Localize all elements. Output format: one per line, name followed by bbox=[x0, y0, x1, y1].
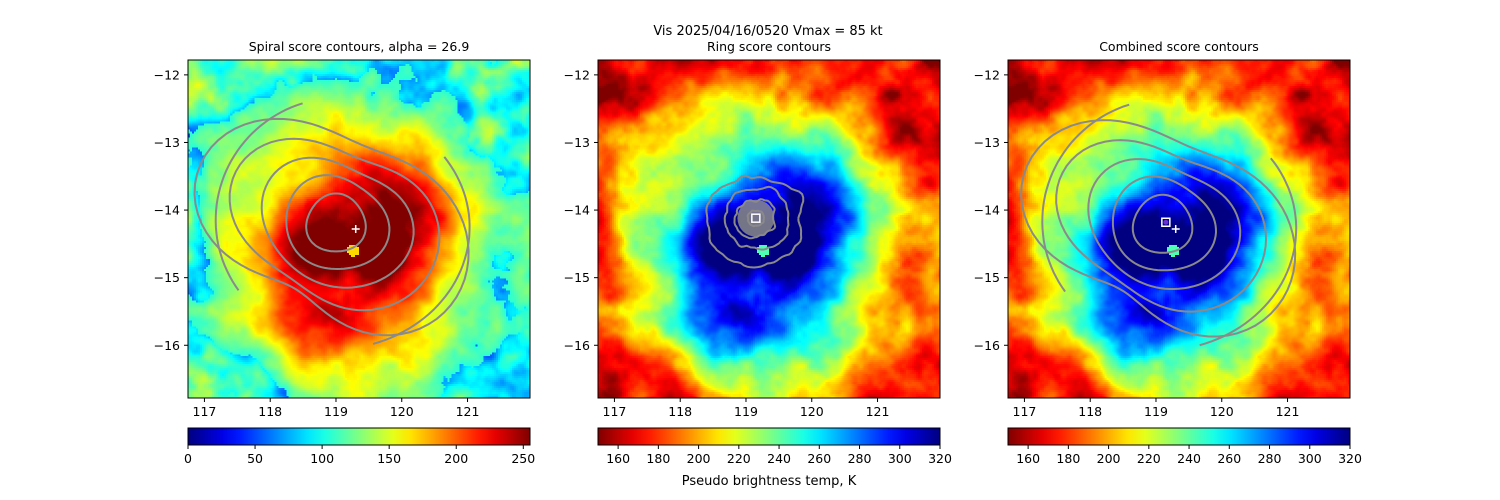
y-tick-label: −14 bbox=[974, 203, 1000, 218]
x-tick-label: 121 bbox=[1276, 404, 1300, 419]
center-marker-square bbox=[1161, 217, 1171, 227]
y-tick-label: −13 bbox=[154, 135, 180, 150]
colorbar-tick-label: 320 bbox=[928, 451, 952, 466]
x-tick-label: 120 bbox=[800, 404, 824, 419]
colorbar-tick-label: 260 bbox=[1217, 451, 1241, 466]
center-marker-plus bbox=[351, 225, 360, 233]
center-marker-square bbox=[751, 213, 761, 223]
panel-title: Combined score contours bbox=[1099, 39, 1259, 54]
colorbar-tick-label: 260 bbox=[807, 451, 831, 466]
x-tick-label: 118 bbox=[258, 404, 282, 419]
colorbar-tick-label: 50 bbox=[247, 451, 263, 466]
colorbar-label: Pseudo brightness temp, K bbox=[682, 474, 857, 489]
contour-line bbox=[260, 156, 415, 289]
x-tick-label: 119 bbox=[324, 404, 348, 419]
contour-line bbox=[1020, 119, 1297, 338]
spiral-arm-contour bbox=[1199, 157, 1298, 347]
contour-line bbox=[285, 174, 391, 271]
colorbar bbox=[1007, 427, 1351, 446]
y-tick-label: −14 bbox=[564, 203, 590, 218]
y-tick-label: −12 bbox=[154, 67, 180, 82]
colorbar-tick-label: 300 bbox=[1298, 451, 1322, 466]
contour-line bbox=[705, 174, 805, 269]
colorbar-tick-label: 160 bbox=[606, 451, 630, 466]
contour-line bbox=[1131, 193, 1194, 254]
panel-2: Ring score contours 117 118 119 120 121 −12 −13… bbox=[564, 39, 952, 466]
y-tick-label: −15 bbox=[564, 270, 590, 285]
y-tick-label: −15 bbox=[974, 270, 1000, 285]
axes-frame bbox=[597, 59, 941, 399]
axes-frame bbox=[187, 59, 531, 399]
y-tick-label: −13 bbox=[564, 135, 590, 150]
colorbar-tick-label: 180 bbox=[646, 451, 670, 466]
center-marker-circle bbox=[1163, 219, 1169, 225]
y-tick-label: −14 bbox=[154, 203, 180, 218]
x-tick-label: 119 bbox=[1144, 404, 1168, 419]
panel-title: Ring score contours bbox=[707, 39, 831, 54]
figure-suptitle: Vis 2025/04/16/0520 Vmax = 85 kt bbox=[653, 24, 882, 39]
contour-group bbox=[705, 174, 805, 269]
y-tick-label: −16 bbox=[974, 338, 1000, 353]
contour-line bbox=[723, 185, 790, 251]
colorbar-tick-label: 200 bbox=[444, 451, 468, 466]
x-tick-label: 121 bbox=[866, 404, 890, 419]
spiral-arm-contour bbox=[214, 102, 303, 291]
panels: Spiral score contours, alpha = 26.9 117 11… bbox=[154, 39, 1362, 466]
colorbar-tick-label: 100 bbox=[310, 451, 334, 466]
contour-line bbox=[1055, 139, 1268, 313]
colorbar-tick-label: 320 bbox=[1338, 451, 1362, 466]
y-tick-label: −12 bbox=[974, 67, 1000, 82]
x-tick-label: 117 bbox=[603, 404, 627, 419]
contour-line bbox=[1111, 175, 1218, 272]
contour-fill-core bbox=[737, 199, 775, 237]
colorbar-tick-label: 300 bbox=[888, 451, 912, 466]
colorbar-tick-label: 160 bbox=[1016, 451, 1040, 466]
colorbar-tick-label: 240 bbox=[767, 451, 791, 466]
y-tick-label: −15 bbox=[154, 270, 180, 285]
colorbar-tick-label: 180 bbox=[1056, 451, 1080, 466]
colorbar-tick-label: 250 bbox=[511, 451, 535, 466]
colorbar-tick-label: 280 bbox=[1258, 451, 1282, 466]
colorbar-tick-label: 0 bbox=[184, 451, 192, 466]
y-tick-label: −13 bbox=[974, 135, 1000, 150]
x-tick-label: 117 bbox=[1013, 404, 1037, 419]
contour-line bbox=[1087, 158, 1242, 290]
x-tick-label: 120 bbox=[1210, 404, 1234, 419]
center-marker-plus bbox=[1171, 225, 1180, 233]
contour-group bbox=[193, 102, 471, 345]
colorbar bbox=[597, 427, 941, 446]
colorbar bbox=[187, 427, 531, 446]
colorbar-tick-label: 200 bbox=[1097, 451, 1121, 466]
y-tick-label: −12 bbox=[564, 67, 590, 82]
panel-3: Combined score contours 117 118 119 120 121 −1… bbox=[974, 39, 1362, 466]
x-tick-label: 121 bbox=[456, 404, 480, 419]
x-tick-label: 117 bbox=[193, 404, 217, 419]
y-tick-label: −16 bbox=[564, 338, 590, 353]
contour-group bbox=[1020, 103, 1298, 347]
contour-line bbox=[193, 117, 470, 337]
y-tick-label: −16 bbox=[154, 338, 180, 353]
x-tick-label: 118 bbox=[1078, 404, 1102, 419]
panel-title: Spiral score contours, alpha = 26.9 bbox=[249, 39, 470, 54]
x-tick-label: 120 bbox=[390, 404, 414, 419]
colorbar-tick-label: 240 bbox=[1177, 451, 1201, 466]
contour-line bbox=[305, 192, 367, 253]
contour-line bbox=[228, 137, 441, 312]
colorbar-tick-label: 280 bbox=[848, 451, 872, 466]
spiral-arm-contour bbox=[372, 156, 471, 345]
colorbar-tick-label: 150 bbox=[377, 451, 401, 466]
colorbar-tick-label: 220 bbox=[1137, 451, 1161, 466]
x-tick-label: 119 bbox=[734, 404, 758, 419]
panel-1: Spiral score contours, alpha = 26.9 117 11… bbox=[154, 39, 536, 466]
colorbar-tick-label: 220 bbox=[727, 451, 751, 466]
x-tick-label: 118 bbox=[668, 404, 692, 419]
axes-frame bbox=[1007, 59, 1351, 399]
spiral-arm-contour bbox=[1041, 103, 1130, 293]
colorbar-tick-label: 200 bbox=[687, 451, 711, 466]
